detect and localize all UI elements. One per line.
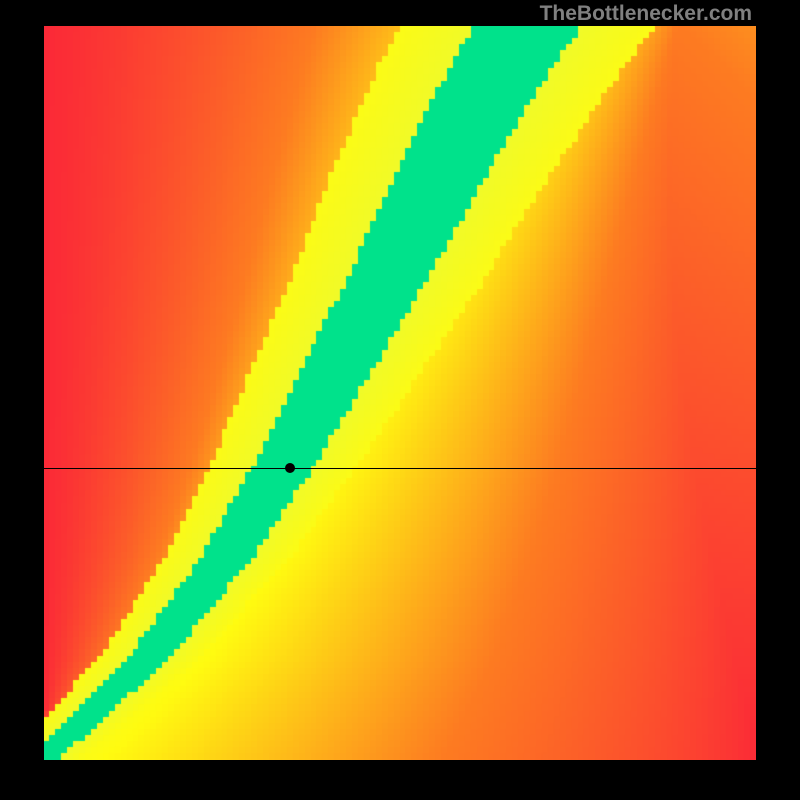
heatmap-plot [44, 26, 756, 760]
watermark-text: TheBottlenecker.com [540, 2, 752, 26]
heatmap-canvas [44, 26, 756, 760]
